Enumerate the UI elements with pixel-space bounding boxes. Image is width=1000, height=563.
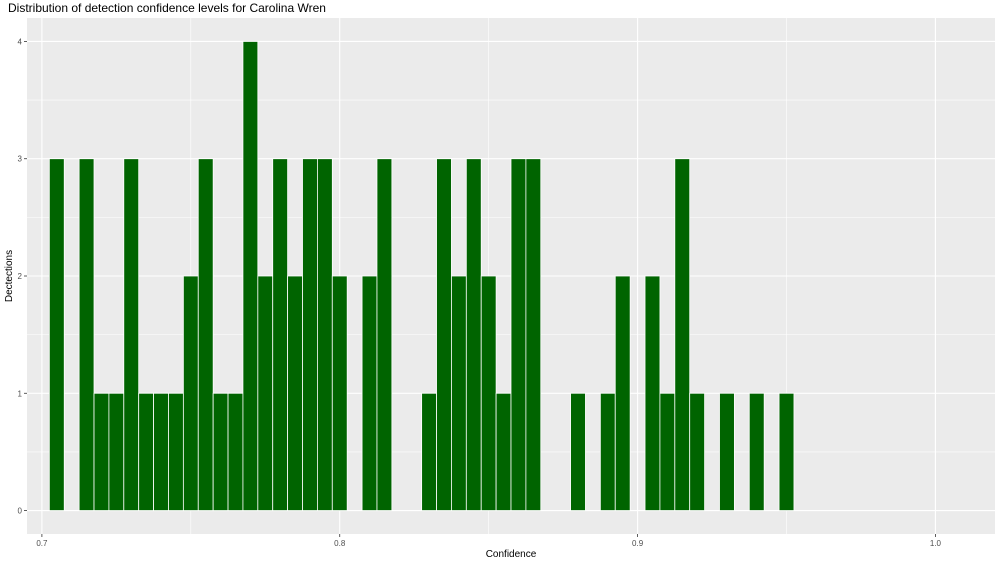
- x-axis-title: Confidence: [486, 549, 537, 560]
- histogram-bar: [242, 41, 259, 511]
- histogram-bar: [108, 392, 125, 511]
- histogram-bar: [436, 158, 452, 511]
- histogram-bar: [331, 275, 348, 511]
- histogram-bar: [272, 158, 289, 511]
- x-axis: 0.7 0.8 0.9 1.0: [36, 534, 942, 548]
- y-tick-label: 2: [18, 272, 23, 281]
- histogram-bar: [257, 275, 274, 511]
- histogram-bar: [93, 392, 110, 511]
- histogram-bar: [570, 392, 586, 511]
- histogram-bar: [451, 275, 467, 511]
- x-tick-label: 0.9: [632, 539, 644, 548]
- x-tick-label: 0.8: [334, 539, 346, 548]
- histogram-bar: [495, 392, 512, 511]
- histogram-bar: [689, 392, 706, 511]
- x-tick-label: 0.7: [36, 539, 48, 548]
- bars: [48, 41, 795, 511]
- histogram-bar: [227, 392, 244, 511]
- histogram-bar: [614, 275, 631, 511]
- histogram-bar: [510, 158, 527, 511]
- histogram-bar: [644, 275, 661, 511]
- histogram-bar: [480, 275, 497, 511]
- histogram-bar: [376, 158, 393, 511]
- histogram-bar: [123, 158, 140, 511]
- y-axis-title: Dectections: [4, 250, 15, 302]
- histogram-bar: [674, 158, 691, 511]
- histogram-bar: [197, 158, 214, 511]
- histogram-bar: [78, 158, 95, 511]
- y-tick-label: 3: [18, 155, 23, 164]
- y-axis: 0 1 2 3 4: [18, 37, 27, 516]
- histogram-bar: [316, 158, 333, 511]
- y-tick-label: 0: [18, 507, 23, 516]
- chart-title: Distribution of detection confidence lev…: [8, 1, 326, 15]
- histogram-bar: [302, 158, 318, 511]
- histogram-bar: [421, 392, 437, 511]
- histogram-bar: [525, 158, 542, 511]
- histogram-bar: [778, 392, 795, 511]
- histogram-bar: [465, 158, 482, 511]
- histogram-bar: [659, 392, 676, 511]
- histogram-bar: [599, 392, 616, 511]
- y-tick-label: 4: [18, 37, 23, 46]
- histogram-bar: [212, 392, 229, 511]
- y-tick-label: 1: [18, 389, 23, 398]
- histogram-bar: [182, 275, 199, 511]
- histogram-bar: [719, 392, 735, 511]
- histogram-bar: [153, 392, 169, 511]
- x-tick-label: 1.0: [930, 539, 942, 548]
- histogram-bar: [48, 158, 65, 511]
- histogram-bar: [168, 392, 184, 511]
- histogram-bar: [138, 392, 154, 511]
- histogram-bar: [361, 275, 378, 511]
- histogram-bar: [748, 392, 765, 511]
- histogram-bar: [287, 275, 303, 511]
